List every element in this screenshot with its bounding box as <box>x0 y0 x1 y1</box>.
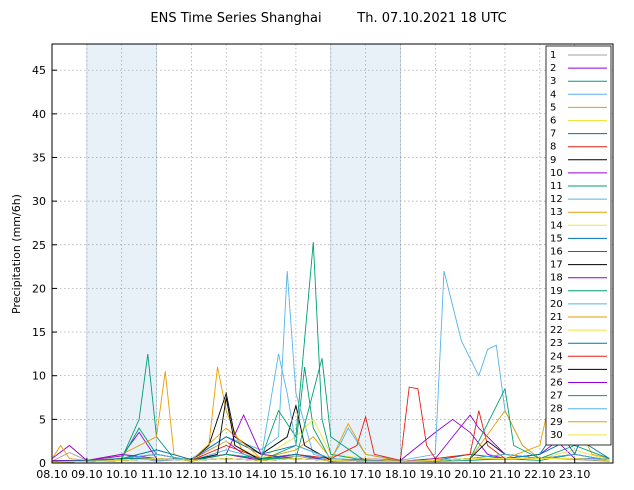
legend-box <box>545 45 612 446</box>
x-tick-label-23.10: 23.10 <box>559 468 591 481</box>
legend-label-27: 27 <box>550 391 563 402</box>
legend-label-25: 25 <box>550 364 563 375</box>
legend-label-4: 4 <box>550 89 556 100</box>
y-tick-label-10: 10 <box>32 370 46 383</box>
legend-label-1: 1 <box>550 50 556 61</box>
legend-label-7: 7 <box>550 129 556 140</box>
legend-label-8: 8 <box>550 142 556 153</box>
y-tick-label-45: 45 <box>32 64 46 77</box>
x-tick-label-14.10: 14.10 <box>245 468 277 481</box>
x-tick-label-12.10: 12.10 <box>176 468 208 481</box>
legend-label-11: 11 <box>550 181 563 192</box>
legend-label-22: 22 <box>550 325 563 336</box>
legend-label-12: 12 <box>550 194 563 205</box>
legend-label-3: 3 <box>550 76 556 87</box>
x-tick-label-19.10: 19.10 <box>420 468 452 481</box>
chart-title-date: Th. 07.10.2021 18 UTC <box>356 11 506 26</box>
legend-label-15: 15 <box>550 233 563 244</box>
x-tick-label-15.10: 15.10 <box>280 468 312 481</box>
x-tick-label-18.10: 18.10 <box>385 468 417 481</box>
series-line-12 <box>51 353 610 463</box>
chart-title-location: ENS Time Series Shanghai <box>150 11 321 26</box>
y-tick-label-35: 35 <box>32 151 46 164</box>
x-tick-label-11.10: 11.10 <box>141 468 173 481</box>
legend-label-2: 2 <box>550 63 556 74</box>
legend-label-24: 24 <box>550 351 563 362</box>
shaded-periods <box>86 43 401 464</box>
legend-label-19: 19 <box>550 286 563 297</box>
legend-label-14: 14 <box>550 220 563 231</box>
legend-label-18: 18 <box>550 273 563 284</box>
x-tick-label-10.10: 10.10 <box>106 468 138 481</box>
legend-label-9: 9 <box>550 155 556 166</box>
x-tick-label-21.10: 21.10 <box>489 468 521 481</box>
x-tick-label-08.10: 08.10 <box>36 468 68 481</box>
y-tick-label-5: 5 <box>39 413 46 426</box>
x-tick-label-09.10: 09.10 <box>71 468 103 481</box>
x-tick-label-20.10: 20.10 <box>454 468 486 481</box>
legend-label-13: 13 <box>550 207 563 218</box>
y-tick-label-20: 20 <box>32 282 46 295</box>
legend-label-20: 20 <box>550 299 563 310</box>
legend-label-6: 6 <box>550 116 556 127</box>
series-line-3 <box>51 353 610 463</box>
y-tick-label-15: 15 <box>32 326 46 339</box>
x-tick-label-17.10: 17.10 <box>350 468 382 481</box>
legend: 1234567891011121314151617181920212223242… <box>545 45 612 446</box>
x-tick-label-22.10: 22.10 <box>524 468 556 481</box>
y-tick-label-0: 0 <box>39 457 46 470</box>
legend-label-26: 26 <box>550 378 563 389</box>
x-tick-label-13.10: 13.10 <box>210 468 242 481</box>
legend-label-5: 5 <box>550 102 556 113</box>
y-tick-label-40: 40 <box>32 108 46 121</box>
legend-label-16: 16 <box>550 247 563 258</box>
legend-label-21: 21 <box>550 312 563 323</box>
y-tick-label-30: 30 <box>32 195 46 208</box>
y-axis-label: Precipitation (mm/6h) <box>10 194 23 314</box>
plot-frame <box>51 43 614 464</box>
legend-label-30: 30 <box>550 430 563 441</box>
legend-label-28: 28 <box>550 404 563 415</box>
y-tick-label-25: 25 <box>32 239 46 252</box>
legend-label-29: 29 <box>550 417 563 428</box>
series-line-4 <box>51 270 610 462</box>
legend-label-23: 23 <box>550 338 563 349</box>
legend-label-10: 10 <box>550 168 563 179</box>
legend-label-17: 17 <box>550 260 563 271</box>
x-tick-label-16.10: 16.10 <box>315 468 347 481</box>
